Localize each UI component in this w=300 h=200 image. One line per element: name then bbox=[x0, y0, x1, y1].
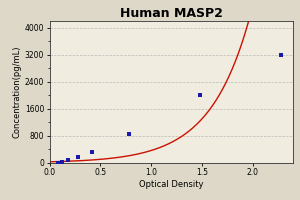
Point bbox=[90, 150, 95, 154]
Point bbox=[76, 156, 81, 159]
X-axis label: Optical Density: Optical Density bbox=[139, 180, 204, 189]
Point bbox=[126, 132, 131, 136]
Point bbox=[278, 53, 283, 56]
Point bbox=[66, 158, 70, 162]
Point bbox=[56, 161, 60, 164]
Point bbox=[197, 94, 202, 97]
Title: Human MASP2: Human MASP2 bbox=[120, 7, 223, 20]
Y-axis label: Concentration(pg/mL): Concentration(pg/mL) bbox=[13, 46, 22, 138]
Point bbox=[59, 160, 64, 163]
